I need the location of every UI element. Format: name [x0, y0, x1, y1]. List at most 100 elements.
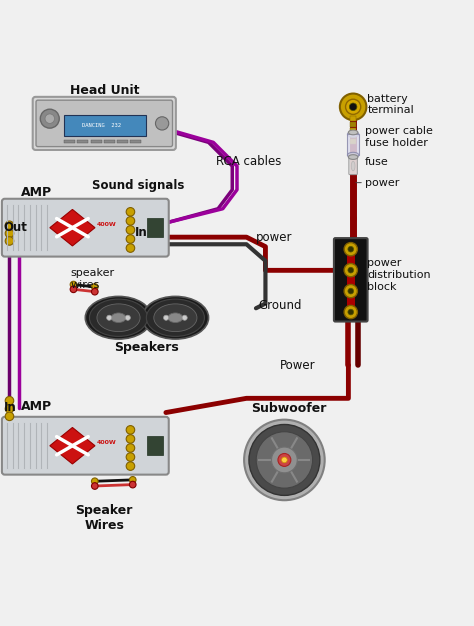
Text: DANCING  232: DANCING 232: [82, 123, 120, 128]
Ellipse shape: [111, 313, 126, 322]
FancyBboxPatch shape: [349, 158, 357, 175]
Circle shape: [346, 100, 361, 115]
FancyBboxPatch shape: [334, 238, 368, 322]
Circle shape: [45, 114, 55, 123]
Ellipse shape: [97, 304, 140, 332]
Circle shape: [349, 103, 357, 111]
Text: Speaker
Wires: Speaker Wires: [75, 503, 133, 531]
Text: Head Unit: Head Unit: [70, 85, 139, 97]
Circle shape: [91, 289, 98, 295]
Circle shape: [126, 208, 135, 216]
Text: fuse holder: fuse holder: [365, 138, 428, 148]
Bar: [130, 140, 141, 143]
Circle shape: [126, 453, 135, 461]
Bar: [350, 116, 356, 121]
Text: fuse: fuse: [365, 157, 389, 167]
Polygon shape: [50, 428, 95, 464]
Circle shape: [348, 247, 354, 252]
Circle shape: [5, 412, 14, 421]
Text: 400W: 400W: [97, 222, 117, 227]
Bar: [350, 133, 356, 138]
Ellipse shape: [90, 299, 147, 336]
Circle shape: [256, 432, 312, 488]
Circle shape: [126, 434, 135, 443]
Ellipse shape: [348, 130, 358, 135]
Text: Ground: Ground: [258, 299, 302, 312]
Text: AMP: AMP: [21, 399, 53, 413]
Text: power
distribution
block: power distribution block: [367, 259, 431, 292]
Bar: [347, 244, 355, 316]
Text: power: power: [365, 178, 400, 188]
Circle shape: [91, 478, 98, 485]
Circle shape: [5, 229, 14, 238]
Bar: [64, 115, 146, 136]
Ellipse shape: [347, 152, 359, 158]
Text: Subwoofer: Subwoofer: [251, 402, 327, 415]
Text: Sound signals: Sound signals: [92, 178, 185, 192]
FancyBboxPatch shape: [2, 417, 169, 475]
Circle shape: [155, 117, 169, 130]
Circle shape: [344, 264, 357, 277]
FancyBboxPatch shape: [2, 199, 169, 257]
Circle shape: [126, 426, 135, 434]
Circle shape: [129, 476, 136, 483]
Text: battery
terminal: battery terminal: [367, 94, 414, 115]
Bar: [104, 140, 115, 143]
Polygon shape: [50, 210, 95, 246]
Ellipse shape: [146, 299, 204, 336]
Circle shape: [344, 284, 357, 298]
Circle shape: [182, 315, 187, 321]
Text: Out: Out: [4, 221, 27, 234]
Text: In: In: [135, 226, 148, 239]
Text: speaker
wires: speaker wires: [70, 268, 114, 290]
Circle shape: [126, 462, 135, 470]
Circle shape: [5, 221, 14, 230]
Circle shape: [5, 404, 14, 413]
FancyBboxPatch shape: [33, 97, 176, 150]
Circle shape: [126, 226, 135, 234]
Text: 400W: 400W: [97, 439, 117, 444]
Circle shape: [126, 244, 135, 252]
Circle shape: [70, 286, 77, 292]
Bar: [77, 140, 88, 143]
Circle shape: [91, 483, 98, 490]
Circle shape: [348, 309, 354, 315]
Circle shape: [344, 242, 357, 256]
Circle shape: [272, 447, 297, 473]
Text: power: power: [256, 230, 292, 244]
Text: AMP: AMP: [21, 187, 53, 199]
Circle shape: [344, 305, 357, 319]
Ellipse shape: [351, 162, 355, 171]
Circle shape: [282, 457, 287, 463]
Circle shape: [164, 315, 169, 321]
Ellipse shape: [347, 131, 359, 137]
Bar: [91, 140, 101, 143]
Circle shape: [125, 315, 130, 321]
Circle shape: [129, 481, 136, 488]
Ellipse shape: [142, 296, 209, 339]
Circle shape: [91, 284, 98, 290]
Text: Power: Power: [280, 359, 315, 372]
Text: Speakers: Speakers: [115, 341, 179, 354]
Circle shape: [249, 424, 320, 495]
Circle shape: [278, 453, 291, 466]
Bar: [350, 128, 356, 133]
Bar: [350, 139, 356, 144]
Circle shape: [5, 237, 14, 245]
Text: In: In: [4, 401, 17, 414]
Bar: [117, 140, 128, 143]
Circle shape: [340, 93, 366, 120]
Circle shape: [40, 109, 59, 128]
Circle shape: [107, 315, 112, 321]
Bar: [347, 135, 359, 155]
Circle shape: [70, 281, 77, 288]
Bar: [146, 436, 163, 455]
Text: RCA cables: RCA cables: [216, 155, 281, 168]
Ellipse shape: [85, 296, 152, 339]
Circle shape: [126, 444, 135, 452]
Ellipse shape: [154, 304, 197, 332]
Circle shape: [126, 235, 135, 244]
FancyBboxPatch shape: [36, 100, 173, 146]
Circle shape: [348, 288, 354, 294]
Ellipse shape: [348, 155, 358, 160]
